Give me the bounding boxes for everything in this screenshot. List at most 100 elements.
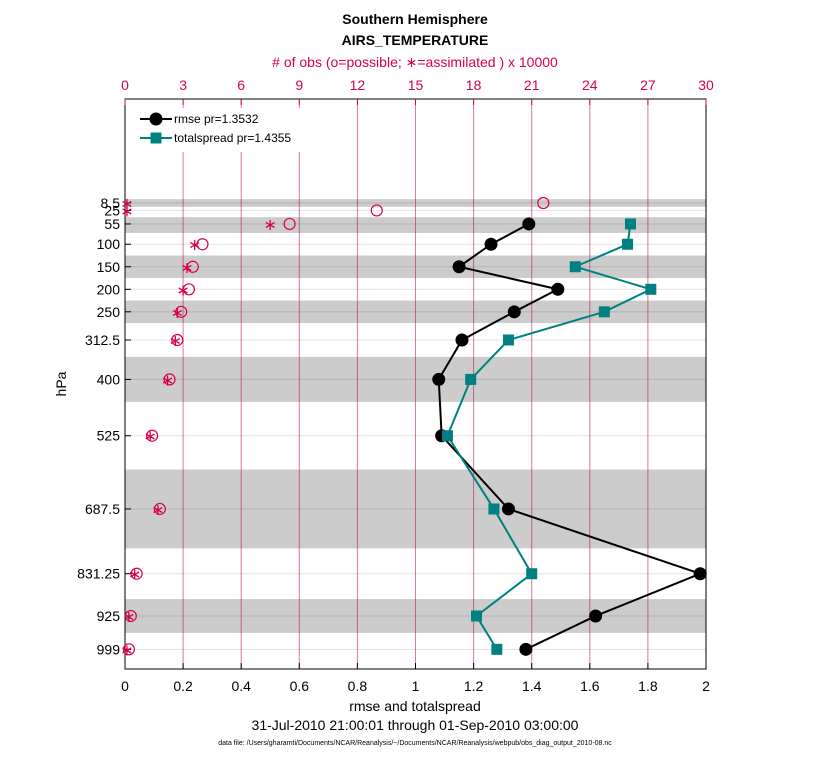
top-tick-label: 18 [466, 77, 482, 93]
x-tick-label: 0.4 [231, 678, 251, 694]
obs-possible-marker [171, 333, 184, 347]
rmse-point [507, 305, 521, 319]
spread-point [569, 261, 581, 273]
x-tick-label: 1.4 [522, 678, 542, 694]
obs-possible-marker [186, 260, 199, 273]
chart-title: Southern Hemisphere [342, 11, 488, 27]
obs-assimilated-marker: ∗ [151, 500, 164, 519]
rmse-point [501, 502, 515, 516]
series-lines [432, 217, 707, 656]
obs-assimilated-marker: ∗ [161, 370, 174, 389]
obs-assimilated-marker: ∗ [122, 607, 135, 626]
obs-assimilated-marker: ∗ [120, 640, 133, 659]
spread-point [598, 306, 610, 318]
level-band-0 [125, 199, 706, 207]
x-tick-label: 2 [702, 678, 710, 694]
x-tick-label: 1.6 [580, 678, 600, 694]
x-tick-label: 0.8 [348, 678, 368, 694]
y-tick-label: 687.5 [85, 501, 120, 517]
rmse-point [693, 567, 707, 581]
level-band-5 [125, 469, 706, 549]
y-tick-label: 200 [97, 281, 121, 297]
top-tick-label: 0 [121, 77, 129, 93]
y-tick-label: 150 [97, 259, 121, 275]
x-tick-label: 0.6 [290, 678, 310, 694]
spread-point [471, 610, 483, 622]
spread-point [488, 503, 500, 515]
x-tick-label: 1.8 [638, 678, 658, 694]
rmse-point [484, 237, 498, 251]
level-bands [125, 199, 706, 633]
obs-possible-marker [537, 196, 550, 210]
top-tick-label: 27 [640, 77, 656, 93]
top-axis-label: # of obs (o=possible; ∗=assimilated ) x … [272, 54, 558, 70]
y-tick-label: 312.5 [85, 332, 120, 348]
y-tick-label: 831.25 [77, 566, 120, 582]
x-axis-label: rmse and totalspread [349, 698, 481, 714]
rmse-point [432, 372, 446, 386]
x-tick-label: 1.2 [464, 678, 484, 694]
obs-assimilated-marker: ∗ [120, 194, 133, 213]
rmse-point [455, 333, 469, 347]
obs-assimilated-marker: ∗ [169, 331, 182, 350]
axis-ticks: 0 0.2 0.4 0.6 0.8 1 1.2 1.4 1.6 1.8 2 0 3 6 9 12 15 18 21 2… [77, 77, 714, 694]
y-tick-label: 100 [97, 236, 121, 252]
data-file-note: data file: /Users/gharamti/Documents/NCA… [218, 740, 612, 747]
legend-spread-marker [150, 132, 162, 144]
rmse-point [522, 217, 536, 231]
level-band-4 [125, 356, 706, 402]
spread-point [622, 238, 634, 250]
y-tick-label: 525 [97, 428, 121, 444]
legend: rmse pr=1.3532 totalspread pr=1.4355 [132, 108, 324, 152]
spread-point [491, 643, 503, 655]
chart-subtitle: AIRS_TEMPERATURE [342, 32, 489, 48]
rmse-point [519, 642, 533, 656]
legend-rmse-marker [149, 112, 163, 126]
top-tick-label: 9 [295, 77, 303, 93]
obs-possible-marker [146, 429, 159, 442]
obs-assimilated-marker: ∗ [143, 427, 156, 446]
y-tick-label: 8.5 [101, 195, 121, 211]
spread-point [502, 334, 514, 346]
obs-counts: ∗∗∗∗∗∗∗∗∗∗∗∗∗∗ [120, 194, 550, 659]
obs-possible-marker [124, 609, 137, 623]
rmse-point [452, 260, 466, 274]
level-band-6 [125, 599, 706, 633]
legend-rmse-label: rmse pr=1.3532 [174, 112, 259, 126]
series-line-1 [446, 223, 654, 650]
y-tick-label: 55 [104, 216, 120, 232]
top-tick-label: 12 [350, 77, 366, 93]
top-tick-label: 30 [698, 77, 714, 93]
obs-assimilated-marker: ∗ [128, 565, 141, 584]
y-axis-label: hPa [53, 371, 69, 396]
level-band-1 [125, 217, 706, 233]
top-tick-label: 3 [179, 77, 187, 93]
rmse-point [589, 609, 603, 623]
obs-possible-marker [283, 217, 296, 231]
obs-possible-marker [182, 283, 196, 296]
y-tick-label: 250 [97, 304, 121, 320]
obs-assimilated-marker: ∗ [188, 235, 201, 254]
y-tick-label: 400 [97, 371, 121, 387]
top-tick-label: 6 [237, 77, 245, 93]
x-tick-label: 1 [412, 678, 420, 694]
obs-assimilated-marker: ∗ [180, 258, 193, 277]
series-line-0 [437, 223, 704, 651]
x-tick-label: 0.2 [173, 678, 193, 694]
level-band-2 [125, 255, 706, 279]
spread-point [624, 218, 636, 230]
x-tick-label: 0 [121, 678, 129, 694]
obs-assimilated-marker: ∗ [176, 280, 189, 299]
y-tick-label: 925 [97, 608, 121, 624]
rmse-point [551, 282, 565, 296]
obs-possible-marker [130, 567, 143, 580]
top-tick-label: 21 [524, 77, 540, 93]
spread-point [645, 283, 657, 295]
spread-point [441, 430, 453, 442]
legend-spread-label: totalspread pr=1.4355 [174, 131, 291, 145]
top-tick-label: 24 [582, 77, 598, 93]
spread-point [465, 373, 477, 385]
level-band-3 [125, 300, 706, 324]
top-tick-label: 15 [408, 77, 424, 93]
